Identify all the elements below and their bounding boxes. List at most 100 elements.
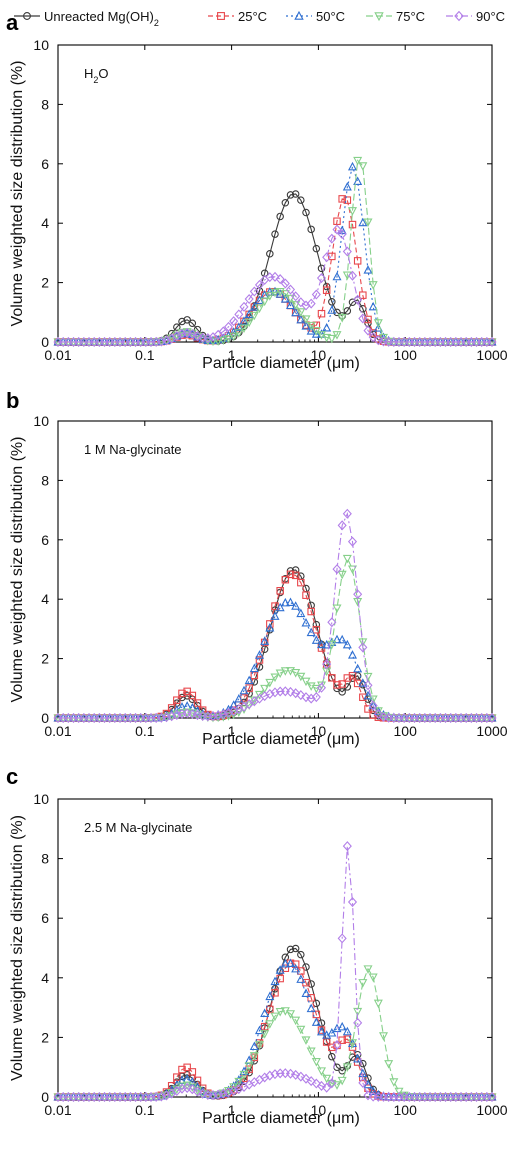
panel-annotation: H2O: [84, 66, 109, 85]
x-tick-label: 0.1: [135, 723, 155, 739]
data-point: [322, 1074, 332, 1084]
x-tick-label: 1000: [476, 723, 507, 739]
data-point: [270, 673, 280, 683]
legend-item-3: 75°C: [366, 9, 425, 24]
data-point: [255, 287, 264, 295]
data-point: [285, 686, 296, 697]
data-point: [312, 626, 321, 634]
data-point: [275, 669, 285, 679]
data-point: [296, 1071, 306, 1082]
data-point: [363, 325, 373, 336]
series-1: [54, 570, 496, 722]
data-point: [338, 195, 346, 203]
y-axis-label: Volume weighted size distribution (%): [9, 61, 26, 327]
data-point: [276, 212, 284, 221]
data-point: [358, 638, 368, 647]
series-3: [53, 156, 497, 347]
legend-label: Unreacted Mg(OH)2: [44, 9, 159, 28]
data-point: [301, 988, 311, 997]
series-4: [53, 224, 497, 348]
data-point: [297, 950, 305, 959]
data-point: [275, 965, 285, 974]
data-point: [311, 1058, 321, 1067]
data-point: [275, 289, 285, 298]
data-point: [302, 208, 310, 217]
data-point: [358, 979, 368, 988]
data-point: [229, 1083, 239, 1092]
data-point: [359, 305, 367, 313]
data-point: [229, 1085, 239, 1096]
data-point: [265, 1070, 275, 1081]
data-point: [182, 327, 192, 338]
x-tick-label: 1: [228, 723, 236, 739]
data-point: [343, 196, 352, 204]
data-point: [223, 707, 234, 718]
series-1: [54, 195, 496, 346]
data-point: [332, 1039, 342, 1050]
x-tick-label: 0.01: [44, 1102, 71, 1118]
data-point: [311, 327, 321, 336]
data-point: [291, 571, 300, 580]
data-point: [322, 323, 332, 332]
data-point: [373, 709, 383, 720]
data-point: [338, 680, 346, 688]
data-point: [306, 1047, 316, 1057]
data-point: [254, 1041, 265, 1050]
data-point: [307, 980, 315, 988]
data-point: [275, 602, 285, 612]
legend-item-4: 90°C: [446, 9, 505, 24]
data-point: [348, 220, 357, 229]
data-point: [172, 1080, 182, 1089]
data-point: [327, 640, 337, 650]
data-point: [342, 508, 352, 519]
data-point: [301, 1036, 311, 1045]
y-tick-label: 6: [41, 910, 49, 926]
x-tick-label: 0.1: [135, 1102, 155, 1118]
data-point: [239, 324, 249, 334]
data-point: [234, 693, 244, 703]
data-point: [328, 674, 336, 682]
data-point: [183, 316, 191, 324]
data-point: [342, 554, 352, 564]
data-point: [249, 302, 259, 311]
data-point: [311, 1017, 321, 1026]
data-point: [161, 712, 172, 723]
data-point: [302, 963, 310, 971]
data-point: [333, 217, 341, 225]
x-tick-label: 1: [228, 347, 236, 363]
data-point: [359, 693, 367, 702]
data-point: [183, 692, 191, 700]
data-point: [322, 1082, 332, 1093]
data-point: [291, 307, 301, 317]
legend-label: 25°C: [238, 9, 267, 24]
data-point: [229, 316, 239, 327]
data-point: [311, 635, 321, 644]
data-point: [167, 704, 176, 712]
data-point: [327, 305, 337, 314]
data-point: [327, 617, 337, 628]
data-point: [280, 597, 290, 607]
data-point: [363, 1079, 373, 1089]
data-point: [188, 691, 197, 700]
data-point: [218, 326, 228, 337]
data-point: [229, 700, 239, 709]
data-point: [213, 337, 223, 346]
x-tick-label: 0.01: [44, 347, 71, 363]
data-point: [306, 693, 316, 704]
data-point: [255, 656, 264, 664]
data-point: [368, 301, 378, 311]
data-point: [249, 1041, 259, 1051]
data-point: [281, 575, 290, 584]
data-point: [249, 1052, 259, 1061]
data-point: [239, 301, 249, 312]
data-point: [337, 1076, 347, 1086]
y-axis-label: Volume weighted size distribution (%): [9, 815, 26, 1081]
data-point: [291, 963, 301, 973]
data-point: [244, 1062, 254, 1071]
x-tick-label: 1000: [476, 1102, 507, 1118]
y-tick-label: 10: [33, 37, 49, 53]
data-point: [291, 688, 301, 699]
data-point: [167, 711, 177, 722]
data-point: [275, 274, 285, 285]
data-point: [312, 244, 321, 253]
